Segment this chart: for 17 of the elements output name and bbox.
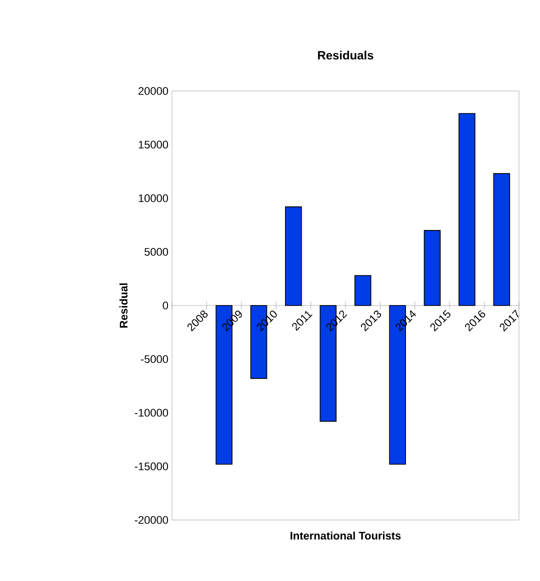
y-tick-label: -5000 — [140, 355, 168, 364]
chart-title: Residuals — [318, 50, 374, 60]
bar — [493, 173, 510, 306]
y-tick-label: 15000 — [138, 140, 168, 149]
bar — [424, 230, 441, 306]
y-tick-label: 0 — [162, 302, 168, 310]
bar — [285, 206, 302, 306]
bar — [458, 113, 476, 306]
y-tick-label: -10000 — [134, 408, 168, 417]
y-tick-label: -15000 — [134, 462, 168, 470]
y-axis-title: Residual — [119, 283, 128, 328]
x-axis-title: International Tourists — [290, 532, 401, 540]
y-tick-label: 5000 — [144, 248, 168, 256]
y-tick-label: 20000 — [138, 87, 168, 95]
bar — [354, 275, 372, 306]
y-tick-label: -20000 — [134, 516, 168, 524]
y-tick-label: 10000 — [138, 194, 168, 202]
